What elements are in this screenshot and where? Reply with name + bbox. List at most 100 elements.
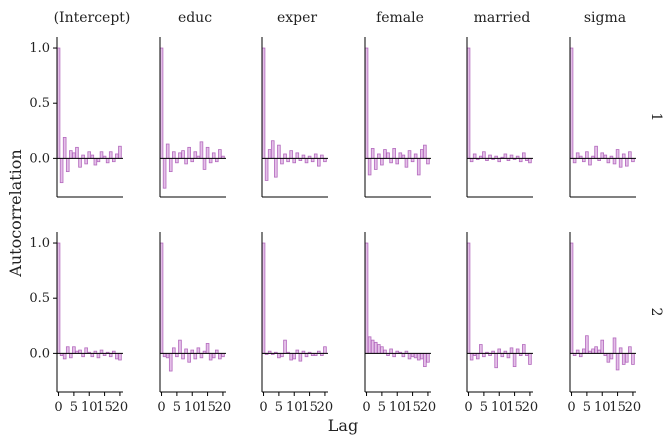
acf-bar	[594, 145, 598, 159]
acf-bar	[625, 157, 629, 167]
acf-bar	[582, 348, 586, 354]
acf-bar	[585, 335, 589, 354]
x-tick-label: 20	[317, 400, 334, 415]
acf-bar	[479, 344, 483, 354]
acf-bar	[370, 148, 375, 159]
acf-bar	[99, 151, 104, 159]
acf-bar	[208, 352, 213, 361]
x-tick-label: 5	[378, 400, 386, 415]
acf-bar	[497, 348, 502, 354]
acf-bar	[313, 153, 318, 159]
acf-bar	[572, 157, 577, 164]
acf-bar	[528, 352, 532, 365]
acf-bar	[628, 151, 632, 159]
acf-bar	[380, 346, 384, 354]
acf-bar	[515, 348, 520, 354]
acf-bar	[469, 352, 474, 361]
x-tick-label: 15	[96, 400, 113, 415]
acf-bar	[600, 152, 605, 159]
acf-bar	[292, 352, 297, 360]
acf-bar	[105, 157, 110, 164]
chain-label-1: 1	[648, 113, 664, 122]
acf-bar	[631, 352, 635, 365]
x-tick-label: 0	[259, 400, 267, 415]
x-tick-label: 0	[464, 400, 472, 415]
acf-bar	[193, 151, 198, 159]
acf-bar	[292, 157, 297, 164]
y-tick-label: 0.5	[29, 96, 50, 111]
acf-bar	[65, 346, 70, 354]
x-tick-label: 20	[625, 400, 642, 415]
acf-bar	[416, 352, 421, 361]
acf-bar	[181, 150, 185, 159]
acf-bar	[420, 352, 424, 360]
x-tick-label: 15	[609, 400, 626, 415]
acf-bar	[423, 144, 427, 159]
acf-bar	[93, 157, 98, 166]
acf-bar	[380, 157, 384, 166]
acf-bar	[84, 157, 88, 165]
acf-bar	[426, 352, 430, 363]
acf-bar	[274, 157, 278, 178]
acf-bar	[75, 146, 79, 159]
acf-bar	[267, 149, 272, 159]
acf-bar	[72, 346, 76, 354]
acf-bar	[407, 150, 412, 159]
acf-bar	[522, 152, 526, 159]
acf-bar	[386, 152, 390, 159]
acf-bar	[594, 346, 598, 354]
acf-bar	[370, 339, 375, 354]
acf-bar	[87, 151, 92, 159]
acf-bar	[96, 352, 101, 359]
acf-bar	[317, 157, 321, 167]
acf-bar	[367, 336, 372, 354]
acf-bar	[218, 149, 222, 159]
x-tick-label: 20	[112, 400, 129, 415]
acf-bar	[591, 348, 595, 354]
acf-bar	[289, 352, 293, 361]
acf-bar	[178, 152, 182, 159]
acf-bar	[618, 157, 623, 168]
acf-bar	[199, 141, 204, 159]
x-tick-label: 10	[81, 400, 98, 415]
acf-bar	[159, 242, 164, 354]
chain-label-2: 2	[648, 308, 664, 317]
acf-bar	[398, 152, 403, 159]
x-tick-label: 0	[157, 400, 165, 415]
acf-bar	[364, 47, 369, 159]
x-tick-label: 10	[491, 400, 508, 415]
acf-bar	[420, 149, 424, 159]
acf-bar	[628, 346, 632, 354]
x-tick-label: 5	[173, 400, 181, 415]
x-tick-label: 0	[54, 400, 62, 415]
facet-label-0: (Intercept)	[54, 10, 131, 26]
acf-bar	[503, 153, 508, 159]
acf-bar	[383, 149, 387, 159]
acf-bar	[165, 143, 170, 159]
acf-bar	[364, 242, 369, 354]
panel-exper-chain-1	[261, 37, 328, 198]
x-tick-label: 15	[404, 400, 421, 415]
acf-bar	[78, 157, 82, 168]
acf-bar	[615, 149, 620, 159]
acf-bar	[115, 153, 119, 159]
acf-bar	[115, 352, 119, 360]
acf-bar	[323, 346, 327, 354]
acf-bar	[528, 157, 532, 164]
facet-label-2: exper	[277, 10, 317, 26]
acf-bar	[625, 352, 629, 363]
acf-bar	[261, 242, 266, 354]
acf-bar	[108, 151, 113, 159]
panel-sigma-chain-1	[569, 37, 636, 198]
acf-bar	[165, 352, 170, 359]
acf-bar	[205, 146, 210, 159]
acf-bar	[569, 47, 574, 159]
y-tick-label: 0.5	[29, 291, 50, 306]
acf-bar	[187, 146, 191, 159]
acf-bar	[389, 348, 393, 354]
acf-bar	[395, 157, 400, 165]
acf-bar	[289, 150, 293, 159]
